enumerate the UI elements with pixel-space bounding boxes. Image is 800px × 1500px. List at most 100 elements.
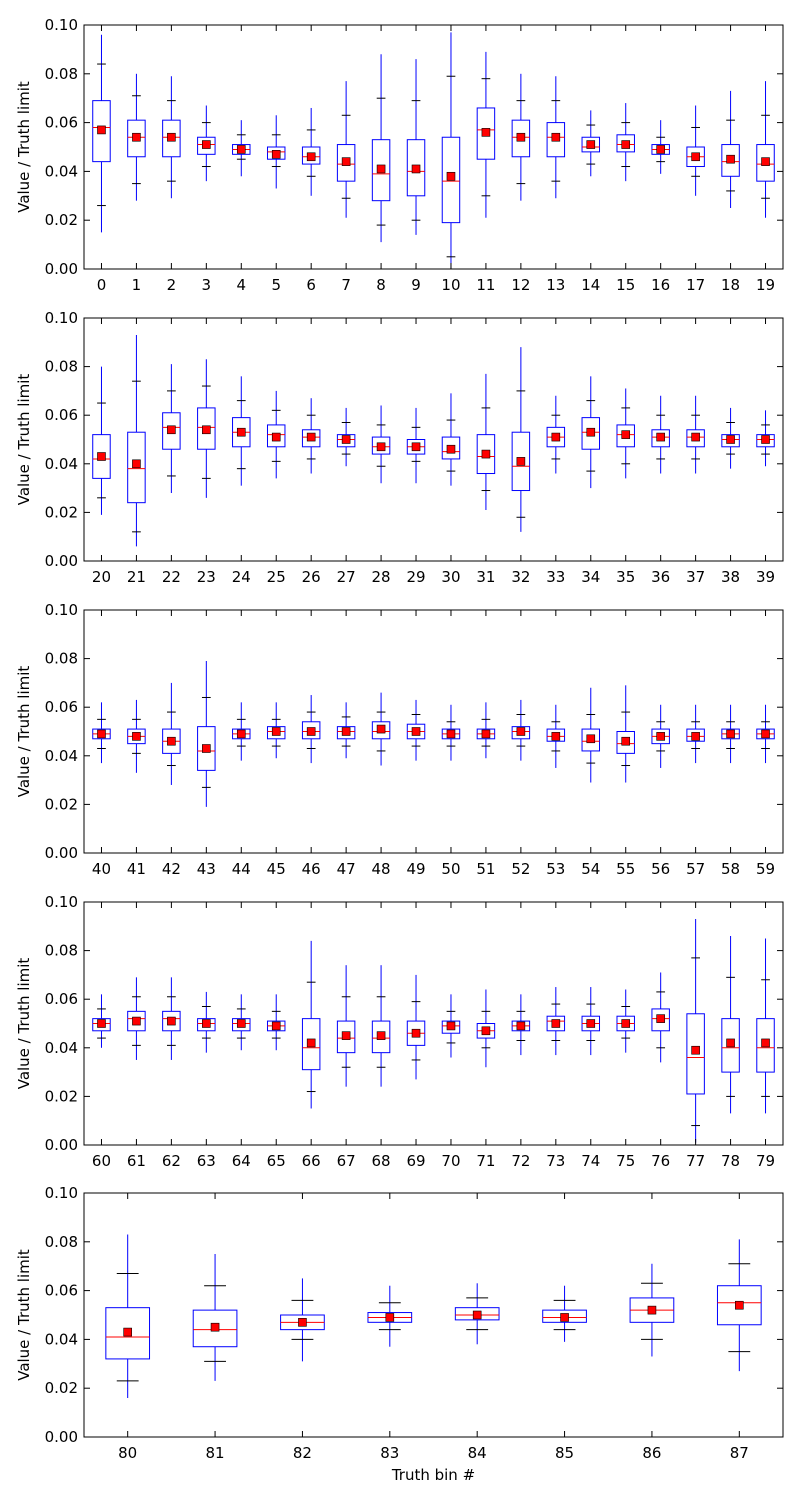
mean-marker bbox=[341, 435, 351, 444]
box-64 bbox=[232, 994, 251, 1051]
y-tick-label: 0.08 bbox=[45, 942, 78, 960]
mean-marker bbox=[97, 452, 106, 461]
box-0 bbox=[92, 34, 111, 233]
mean-marker bbox=[656, 1014, 665, 1023]
mean-marker bbox=[167, 736, 176, 746]
x-tick-label: 65 bbox=[267, 1152, 286, 1170]
x-tick-label: 72 bbox=[511, 1152, 530, 1170]
mean-marker bbox=[376, 724, 386, 734]
box-43 bbox=[197, 661, 216, 807]
mean-marker bbox=[516, 1021, 526, 1031]
box-18 bbox=[721, 90, 740, 208]
box-21 bbox=[127, 335, 146, 547]
y-tick-label: 0.08 bbox=[45, 1233, 78, 1251]
x-tick-label: 13 bbox=[546, 276, 565, 294]
y-tick-label: 0.08 bbox=[45, 65, 78, 83]
x-tick-label: 24 bbox=[232, 568, 251, 586]
x-tick-label: 14 bbox=[581, 276, 600, 294]
mean-marker bbox=[306, 727, 316, 736]
box-4 bbox=[232, 120, 251, 177]
box-63 bbox=[197, 991, 216, 1053]
x-tick-label: 68 bbox=[372, 1152, 391, 1170]
y-tick-label: 0.10 bbox=[45, 309, 78, 327]
mean-marker bbox=[271, 432, 281, 442]
chart-panel-1: 0.00 0.02 0.04 0.06 0.08 0.10 Value / Truth li… bbox=[15, 309, 784, 586]
mean-marker bbox=[97, 729, 106, 739]
box-26 bbox=[301, 398, 321, 474]
box-73 bbox=[546, 987, 566, 1056]
box-19 bbox=[756, 81, 775, 218]
y-tick-label: 0.00 bbox=[45, 1136, 78, 1154]
box-6 bbox=[301, 107, 321, 196]
box-72 bbox=[511, 994, 531, 1056]
x-tick-label: 11 bbox=[476, 276, 495, 294]
x-tick-label: 75 bbox=[616, 1152, 635, 1170]
box-42 bbox=[162, 682, 181, 785]
mean-marker bbox=[472, 1310, 482, 1320]
y-tick-label: 0.00 bbox=[45, 260, 78, 278]
x-tick-label: 32 bbox=[511, 568, 530, 586]
box-85 bbox=[542, 1285, 587, 1342]
x-tick-label: 29 bbox=[406, 568, 425, 586]
box-45 bbox=[266, 702, 286, 759]
mean-marker bbox=[446, 729, 456, 739]
box-30 bbox=[441, 393, 461, 486]
x-tick-label: 70 bbox=[441, 1152, 460, 1170]
box-62 bbox=[162, 977, 181, 1060]
box-25 bbox=[266, 390, 286, 479]
box-28 bbox=[371, 405, 391, 484]
chart-panel-2: 0.00 0.02 0.04 0.06 0.08 0.10 Value / Truth li… bbox=[15, 601, 784, 878]
y-tick-label: 0.02 bbox=[45, 211, 78, 229]
y-tick-label: 0.02 bbox=[45, 503, 78, 521]
mean-marker bbox=[446, 171, 456, 181]
box-69 bbox=[406, 974, 426, 1080]
box-86 bbox=[629, 1263, 675, 1357]
x-tick-label: 4 bbox=[237, 276, 247, 294]
mean-marker bbox=[586, 427, 596, 437]
x-tick-label: 86 bbox=[642, 1444, 661, 1462]
x-tick-label: 62 bbox=[162, 1152, 181, 1170]
y-tick-label: 0.08 bbox=[45, 358, 78, 376]
x-tick-label: 31 bbox=[476, 568, 495, 586]
mean-marker bbox=[167, 425, 176, 435]
mean-marker bbox=[167, 1016, 176, 1026]
x-tick-label: 57 bbox=[686, 860, 705, 878]
box-41 bbox=[127, 699, 146, 773]
box-61 bbox=[127, 977, 146, 1060]
box-54 bbox=[581, 687, 601, 783]
box-51 bbox=[476, 702, 496, 759]
x-tick-label: 78 bbox=[721, 1152, 740, 1170]
mean-marker bbox=[132, 732, 141, 741]
y-tick-label: 0.06 bbox=[45, 1282, 78, 1300]
x-tick-label: 54 bbox=[581, 860, 600, 878]
mean-marker bbox=[516, 457, 526, 466]
mean-marker bbox=[411, 164, 421, 174]
y-tick-label: 0.06 bbox=[45, 990, 78, 1008]
box-13 bbox=[546, 76, 566, 199]
box-82 bbox=[280, 1278, 325, 1362]
x-tick-label: 10 bbox=[441, 276, 460, 294]
x-tick-label: 59 bbox=[756, 860, 775, 878]
mean-marker bbox=[210, 1322, 220, 1332]
x-tick-label: 0 bbox=[97, 276, 107, 294]
box-75 bbox=[616, 989, 635, 1053]
chart-panel-0: 0.00 0.02 0.04 0.06 0.08 0.10 Value / Truth li… bbox=[15, 16, 784, 294]
x-tick-label: 47 bbox=[337, 860, 356, 878]
box-33 bbox=[546, 395, 566, 474]
mean-marker bbox=[202, 1019, 211, 1028]
mean-marker bbox=[236, 145, 246, 154]
y-tick-label: 0.00 bbox=[45, 1428, 78, 1446]
x-tick-label: 15 bbox=[616, 276, 635, 294]
x-tick-label: 21 bbox=[127, 568, 146, 586]
mean-marker bbox=[202, 140, 211, 149]
x-tick-label: 51 bbox=[476, 860, 495, 878]
plot-frame bbox=[83, 24, 784, 270]
box-56 bbox=[651, 704, 670, 768]
box-7 bbox=[336, 81, 356, 218]
mean-marker bbox=[446, 444, 456, 454]
x-tick-label: 33 bbox=[546, 568, 565, 586]
mean-marker bbox=[621, 140, 631, 149]
box-31 bbox=[476, 373, 496, 510]
x-axis-label: Truth bin # bbox=[391, 1466, 475, 1484]
mean-marker bbox=[621, 1019, 631, 1028]
